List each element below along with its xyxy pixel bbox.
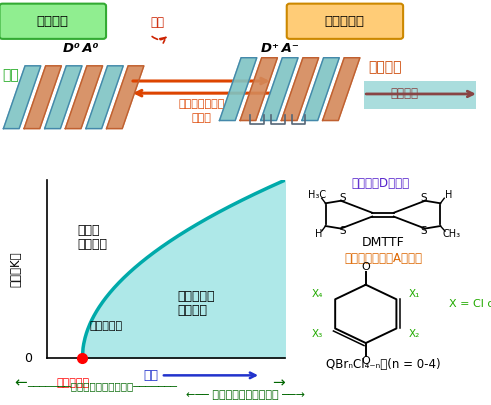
Text: ───────化学修飾（有効圧力）───────: ───────化学修飾（有効圧力）─────── xyxy=(27,382,177,391)
Text: 温度（K）: 温度（K） xyxy=(9,252,22,287)
Text: QBrₙCl₄₋ₙ　(n = 0-4): QBrₙCl₄₋ₙ (n = 0-4) xyxy=(326,358,440,371)
Polygon shape xyxy=(3,66,41,129)
Text: アクセプター（A）分子: アクセプター（A）分子 xyxy=(344,252,422,265)
Text: イオン性相: イオン性相 xyxy=(178,290,215,303)
Text: 電子: 電子 xyxy=(150,16,164,29)
Polygon shape xyxy=(302,58,339,121)
Text: D⁺ A⁻: D⁺ A⁻ xyxy=(261,42,299,55)
Text: S: S xyxy=(339,226,346,236)
Polygon shape xyxy=(261,58,298,121)
Text: 0: 0 xyxy=(25,352,32,365)
Text: 中性－イオン性: 中性－イオン性 xyxy=(178,99,224,109)
Text: X₃: X₃ xyxy=(312,329,323,339)
Text: 量子揺らぎ: 量子揺らぎ xyxy=(89,321,123,331)
Text: X₄: X₄ xyxy=(312,289,324,299)
Polygon shape xyxy=(24,66,61,129)
Text: S: S xyxy=(420,226,427,236)
Text: X = Cl or Br: X = Cl or Br xyxy=(449,299,491,309)
Text: O: O xyxy=(361,262,370,272)
Text: 電気分極: 電気分極 xyxy=(390,87,418,100)
Text: 中性相: 中性相 xyxy=(78,224,100,237)
Text: →: → xyxy=(273,375,285,390)
Text: 圧力: 圧力 xyxy=(143,369,159,382)
Text: O: O xyxy=(361,356,370,366)
Polygon shape xyxy=(323,58,360,121)
Text: 分子結晶: 分子結晶 xyxy=(36,15,69,28)
Text: ドナー（D）分子: ドナー（D）分子 xyxy=(352,177,409,190)
Text: 常誘電的: 常誘電的 xyxy=(78,238,108,251)
Text: S: S xyxy=(339,193,346,203)
Text: CH₃: CH₃ xyxy=(442,229,460,239)
Polygon shape xyxy=(65,66,103,129)
Text: 相転移: 相転移 xyxy=(191,113,211,123)
Text: X₁: X₁ xyxy=(408,289,420,299)
Polygon shape xyxy=(219,58,257,121)
Polygon shape xyxy=(86,66,123,129)
Polygon shape xyxy=(45,66,82,129)
Text: H: H xyxy=(315,229,322,239)
Text: H: H xyxy=(445,190,453,200)
Text: 中性: 中性 xyxy=(2,68,19,82)
Text: DMTTF: DMTTF xyxy=(361,236,405,249)
Text: ←: ← xyxy=(15,375,27,390)
Polygon shape xyxy=(240,58,277,121)
Polygon shape xyxy=(281,58,319,121)
Text: イオン結晶: イオン結晶 xyxy=(325,15,365,28)
Text: 量子臨界点: 量子臨界点 xyxy=(56,378,89,388)
FancyBboxPatch shape xyxy=(287,4,403,39)
Text: H₃C: H₃C xyxy=(308,190,326,200)
Text: S: S xyxy=(420,193,427,203)
Text: イオン性: イオン性 xyxy=(368,60,402,74)
FancyBboxPatch shape xyxy=(364,81,476,109)
FancyBboxPatch shape xyxy=(0,4,106,39)
Text: ←── 化学修飾（有効圧力） ──→: ←── 化学修飾（有効圧力） ──→ xyxy=(186,390,305,400)
Text: X₂: X₂ xyxy=(409,329,419,339)
Text: 強誘電的: 強誘電的 xyxy=(178,304,208,317)
Polygon shape xyxy=(107,66,144,129)
Text: D⁰ A⁰: D⁰ A⁰ xyxy=(63,42,99,55)
